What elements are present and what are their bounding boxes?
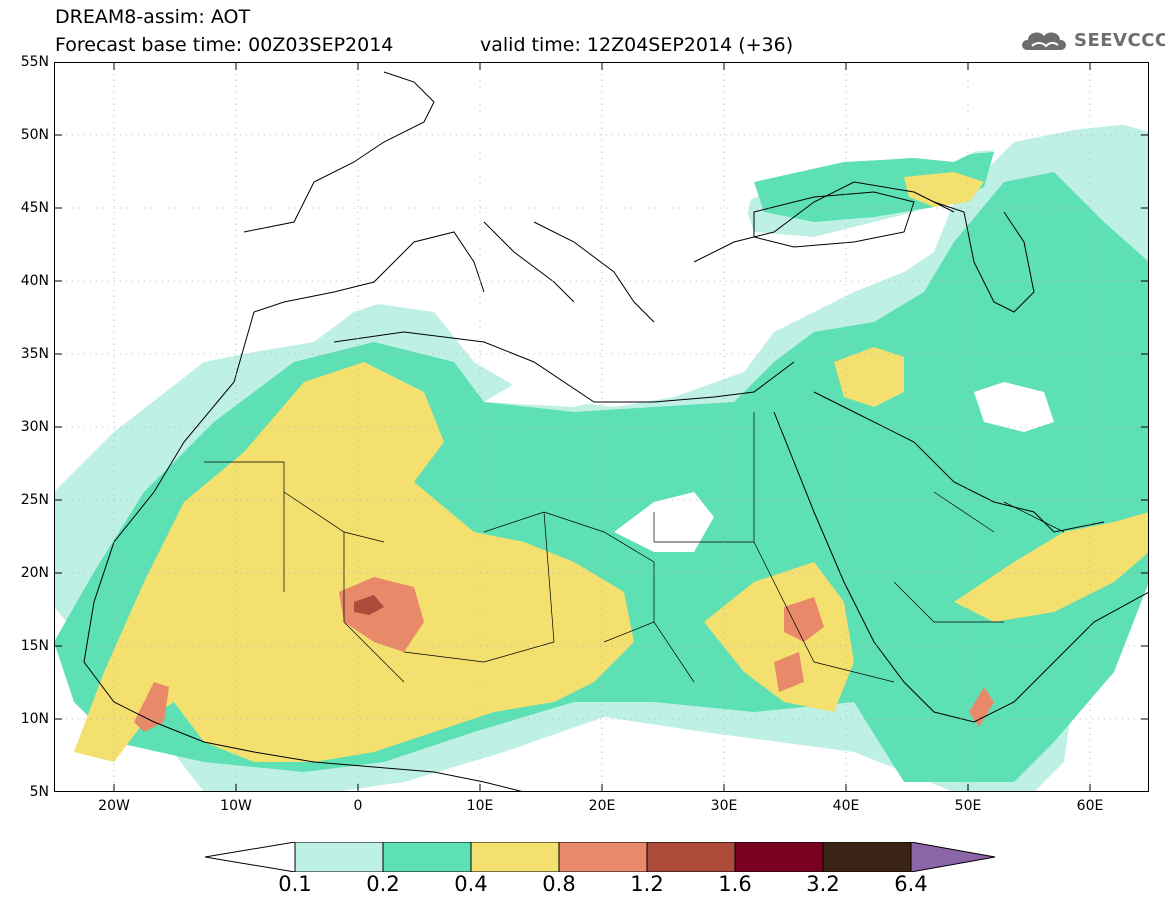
lon-label: 20W [98, 798, 130, 814]
map-frame [54, 62, 1149, 792]
colorbar-segment [470, 842, 560, 872]
colorbar-segment [822, 842, 912, 872]
lon-label: 10W [220, 798, 252, 814]
aot-colorbar [205, 842, 996, 872]
aot-clear-libya [484, 322, 774, 407]
lon-label: 60E [1076, 798, 1104, 814]
lat-label: 45N [20, 200, 49, 216]
aot-band-yellow-west [74, 362, 634, 762]
aot-clear-egypt [614, 492, 714, 552]
aot-band-yellow-caspian [904, 172, 984, 207]
coastline-redsea [773, 411, 1149, 723]
colorbar-label: 0.1 [278, 872, 312, 896]
aot-band-orange-sudan2 [774, 652, 804, 692]
colorbar-segment-low [205, 842, 296, 872]
colorbar-label: 0.8 [542, 872, 576, 896]
forecast-valid-time: valid time: 12Z04SEP2014 (+36) [480, 34, 794, 56]
lat-label: 10N [20, 711, 49, 727]
colorbar-segment-high [910, 842, 996, 872]
lon-label: 50E [954, 798, 982, 814]
axis-ticks [54, 62, 1149, 792]
aot-forecast-map [54, 62, 1149, 792]
aot-contours [54, 62, 1149, 792]
colorbar-label: 1.2 [630, 872, 664, 896]
coastline-blacksea [753, 191, 915, 248]
lon-label: 10E [466, 798, 494, 814]
aot-band-yellow-arabia [954, 512, 1149, 622]
lat-label: 50N [20, 127, 49, 143]
seevccc-logo: SEEVCCC [1018, 26, 1165, 54]
aot-clear-europe [54, 62, 1149, 482]
coastline-mediterranean [333, 331, 795, 403]
coastline-europe [243, 71, 955, 323]
coastlines [83, 71, 1149, 792]
cloud-icon [1022, 32, 1066, 50]
lat-label: 55N [20, 54, 49, 70]
coastline-caspian [933, 201, 1035, 313]
aot-band-orange-sudan [784, 597, 824, 642]
colorbar-segment [646, 842, 736, 872]
aot-band-yellow-eastafrica [704, 562, 854, 712]
colorbar-label: 3.2 [806, 872, 840, 896]
aot-band-orange-guinea [134, 682, 169, 732]
aot-band-darkred [354, 595, 384, 615]
country-borders [204, 412, 1065, 683]
lon-label: 30E [710, 798, 738, 814]
colorbar-label: 0.4 [454, 872, 488, 896]
lat-label: 5N [29, 784, 49, 800]
lat-label: 35N [20, 346, 49, 362]
logo-text: SEEVCCC [1074, 29, 1165, 51]
lat-label: 25N [20, 492, 49, 508]
lat-label: 40N [20, 273, 49, 289]
colorbar-segment [382, 842, 472, 872]
colorbar-label: 0.2 [366, 872, 400, 896]
coastline-arabia [813, 391, 1105, 533]
border-lines [204, 412, 1065, 683]
lon-label: 0 [353, 798, 363, 814]
lon-label: 20E [588, 798, 616, 814]
lon-label: 40E [832, 798, 860, 814]
lat-label: 30N [20, 419, 49, 435]
forecast-base-time: Forecast base time: 00Z03SEP2014 [55, 34, 394, 56]
aot-band-orange-somalia [969, 687, 994, 727]
colorbar-segment [734, 842, 824, 872]
coastline-africa [83, 311, 525, 792]
aot-band-orange-sahara [339, 577, 424, 652]
colorbar-segment [294, 842, 384, 872]
colorbar-segment [558, 842, 648, 872]
aot-clear-iran [974, 382, 1054, 432]
aot-band-yellow-iraq [834, 347, 904, 407]
map-title: DREAM8-assim: AOT [55, 6, 251, 28]
colorbar-label: 6.4 [894, 872, 928, 896]
colorbar-label: 1.6 [718, 872, 752, 896]
lat-label: 20N [20, 565, 49, 581]
lat-label: 15N [20, 638, 49, 654]
